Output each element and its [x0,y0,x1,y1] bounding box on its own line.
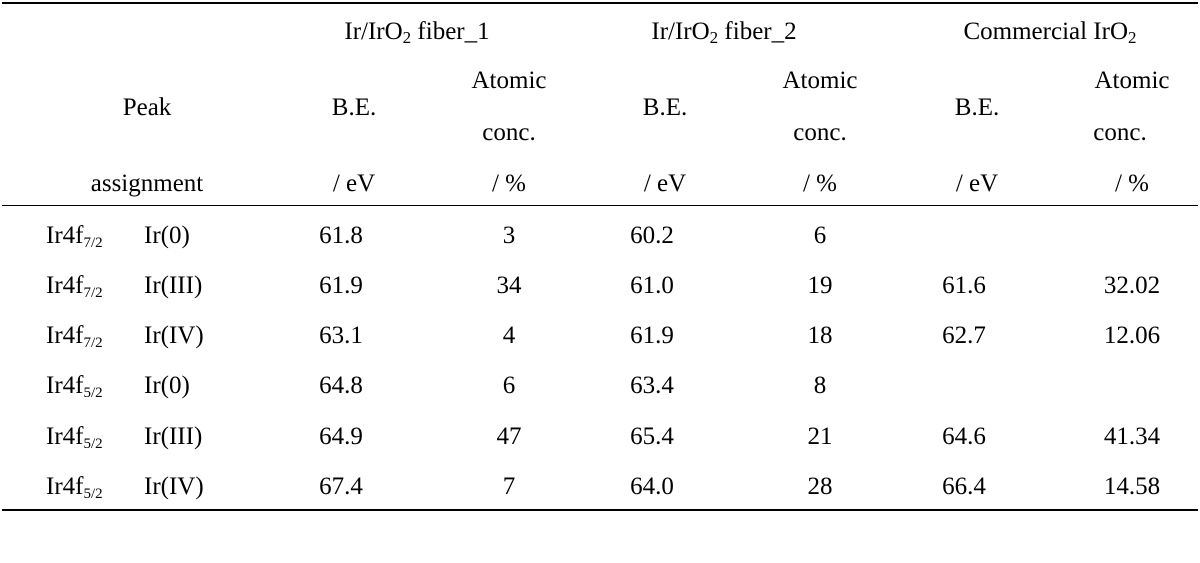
be-header-3-line1: B.E. [954,94,1000,121]
orbital-label: Ir4f5/2 [46,473,103,502]
cell-ac-fiber1: 34 [496,272,522,299]
orbital-label: Ir4f5/2 [46,372,103,401]
cell-ac-fiber1: 4 [502,322,516,349]
ac-header-1-line1: Atomic [471,67,547,94]
ac-header-3-line1: Atomic [1094,67,1170,94]
ac-header-2-line1: Atomic [782,67,858,94]
cell-ac-fiber2: 8 [813,372,827,399]
cell-be-commercial: 62.7 [942,322,986,349]
orbital-label: Ir4f7/2 [46,272,103,301]
cell-ac-commercial: 14.58 [1103,473,1161,500]
peak-header-line1: Peak [122,94,172,121]
group-header-fiber2: Ir/IrO2 fiber_2 [651,18,797,47]
be-header-3-line2: / eV [955,170,999,197]
group-header-commercial: Commercial IrO2 [963,18,1137,47]
oxidation-state-label: Ir(IV) [144,473,204,500]
orbital-label: Ir4f7/2 [46,322,103,351]
peak-header-line2: assignment [90,170,204,197]
cell-be-fiber2: 63.4 [630,372,674,399]
cell-be-fiber1: 64.8 [319,372,363,399]
cell-ac-commercial: 32.02 [1103,272,1161,299]
orbital-label: Ir4f7/2 [46,222,103,251]
ac-header-3-line3: / % [1114,170,1150,197]
cell-ac-fiber1: 47 [496,423,522,450]
cell-ac-fiber2: 19 [807,272,833,299]
cell-ac-fiber2: 28 [807,473,833,500]
ac-header-1-line3: / % [491,170,527,197]
ac-header-1-line2: conc. [482,119,536,146]
top-rule [2,2,1198,4]
cell-be-fiber1: 63.1 [319,322,363,349]
cell-be-fiber2: 65.4 [630,423,674,450]
oxidation-state-label: Ir(IV) [144,322,204,349]
cell-ac-commercial: 12.06 [1103,322,1161,349]
orbital-label: Ir4f5/2 [46,423,103,452]
be-header-1-line1: B.E. [331,94,377,121]
cell-ac-fiber1: 6 [502,372,516,399]
be-header-1-line2: / eV [332,170,376,197]
cell-be-fiber2: 64.0 [630,473,674,500]
cell-be-fiber1: 61.8 [319,222,363,249]
cell-be-commercial: 66.4 [942,473,986,500]
group-header-fiber1: Ir/IrO2 fiber_1 [344,18,490,47]
cell-be-fiber2: 61.9 [630,322,674,349]
cell-be-fiber1: 61.9 [319,272,363,299]
bottom-rule [2,509,1198,511]
cell-ac-fiber1: 3 [502,222,516,249]
cell-be-fiber2: 61.0 [630,272,674,299]
oxidation-state-label: Ir(III) [144,423,203,450]
cell-be-fiber1: 64.9 [319,423,363,450]
cell-ac-fiber2: 21 [807,423,833,450]
cell-be-commercial: 64.6 [942,423,986,450]
ac-header-3-line2: conc. [1093,119,1147,146]
cell-be-commercial: 61.6 [942,272,986,299]
cell-be-fiber2: 60.2 [630,222,674,249]
oxidation-state-label: Ir(0) [144,222,190,249]
oxidation-state-label: Ir(0) [144,372,190,399]
be-header-2-line2: / eV [643,170,687,197]
cell-ac-fiber2: 6 [813,222,827,249]
header-rule [2,205,1198,206]
ac-header-2-line3: / % [802,170,838,197]
cell-ac-fiber1: 7 [502,473,516,500]
cell-ac-fiber2: 18 [807,322,833,349]
oxidation-state-label: Ir(III) [144,272,203,299]
cell-be-fiber1: 67.4 [319,473,363,500]
ac-header-2-line2: conc. [793,119,847,146]
cell-ac-commercial: 41.34 [1103,423,1161,450]
be-header-2-line1: B.E. [642,94,688,121]
